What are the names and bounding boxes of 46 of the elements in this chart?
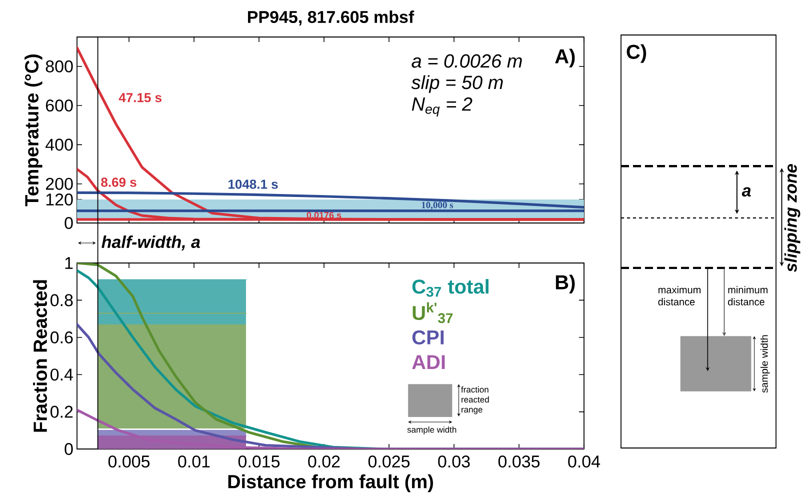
y-tick-label: 1 [65,257,73,269]
x-tick-label: 0.04 [568,456,600,468]
y-axis-title: Temperature (°C) [24,54,42,206]
text: a [742,187,751,197]
y-tick-label: 120 [46,193,73,206]
series-label: 1048.1 s [228,180,278,189]
text: sample width [760,335,770,393]
chart-title: PP945, 817.605 mbsf [248,10,414,26]
x-tick-label: 0.005 [108,456,150,468]
series-label: 10,000 s [422,202,454,210]
x-axis-title: Distance from fault (m) [228,474,433,492]
text: U$^{k'}$37 [412,302,453,324]
annotation: slip = 50 m [411,75,503,93]
x-tick-label: 0.02 [308,456,340,468]
text: slipping zone [784,164,800,272]
x-tick-label: 0.035 [498,456,540,468]
text: ADI [412,355,445,370]
x-tick-label: 0.03 [438,456,470,468]
y-tick-label: 200 [46,178,73,190]
y-axis-title: Fraction Reacted [33,280,48,432]
series-label: 47.15 s [118,93,162,102]
x-tick-label: 0.01 [178,456,210,468]
x-tick-label: 0.015 [238,456,280,468]
text: C) [626,44,646,63]
annotation: B) [556,274,575,294]
text: CPI [412,330,444,344]
text: maximum distance [658,286,701,306]
annotation: A) [555,48,575,68]
annotation: N$_{eq}$ = 2 [412,97,472,117]
y-tick-label: 400 [46,138,73,151]
text: minimum distance [728,286,768,306]
x-tick-label: 0.025 [368,456,410,468]
y-tick-label: 0.2 [50,406,73,418]
series-label: 8.69 s [101,178,136,187]
text: C$_{37}$ total [412,279,488,297]
y-tick-label: 0 [64,442,73,456]
annotation: sample width [407,426,456,434]
y-tick-label: 800 [46,60,73,72]
y-tick-label: 0.6 [50,331,73,344]
y-tick-label: 600 [46,100,73,112]
y-tick-label: 0.4 [50,368,73,381]
annotation: fraction reacted range [461,386,489,414]
legend-label: half-width, a [102,236,200,250]
y-tick-label: 0 [64,216,73,230]
annotation: a = 0.0026 m [412,54,522,68]
y-tick-label: 0.8 [50,294,73,306]
